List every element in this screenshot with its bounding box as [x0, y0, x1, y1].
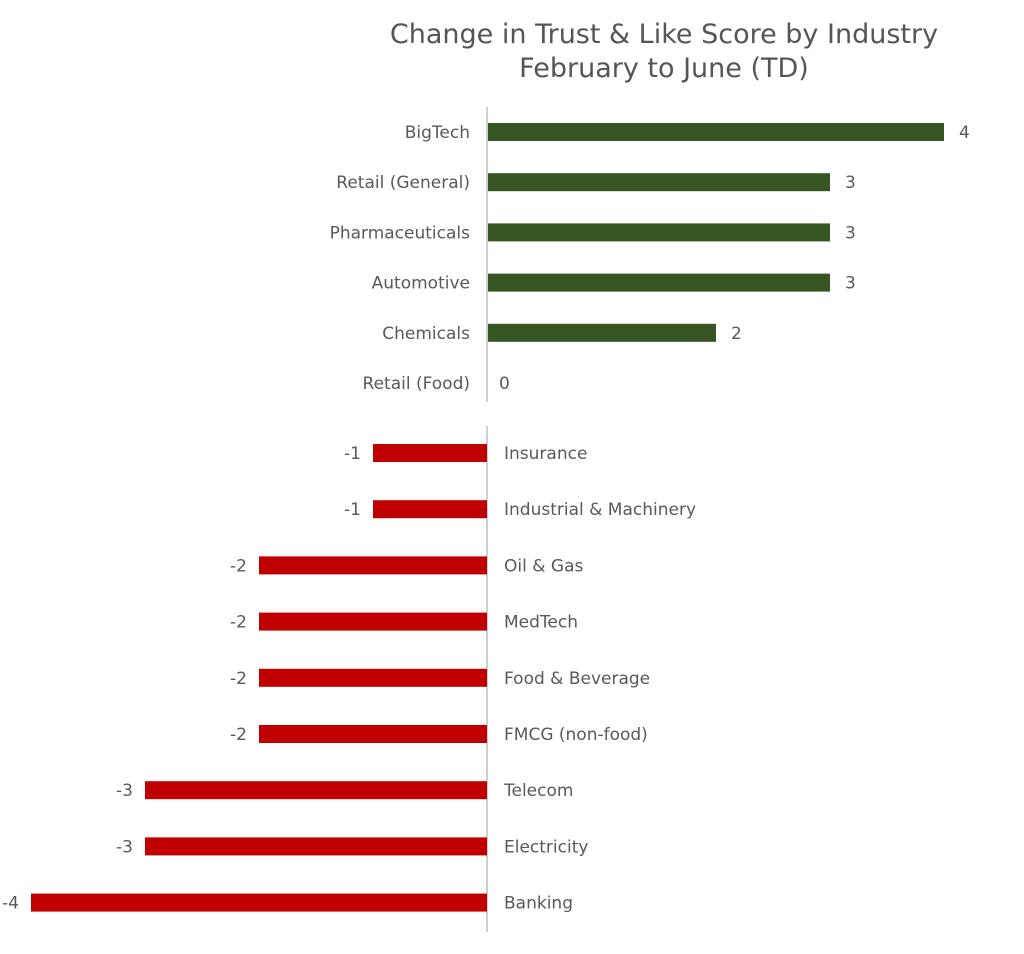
- category-label: Banking: [504, 894, 573, 914]
- category-label: BigTech: [405, 123, 470, 143]
- bar-fmcg-non-food: [259, 725, 487, 743]
- bar-insurance: [373, 444, 487, 462]
- bars-layer: BigTech 4 Retail (General) 3 Pharmaceuticals…: [2, 123, 970, 914]
- bar-industrial-machinery: [373, 500, 487, 519]
- data-label: 3: [845, 223, 856, 243]
- data-label: -2: [230, 613, 247, 633]
- data-label: -2: [230, 556, 247, 576]
- bar-pharmaceuticals: [488, 223, 830, 242]
- category-label: Retail (General): [336, 173, 470, 193]
- bar-banking: [31, 893, 487, 912]
- data-label: -3: [116, 837, 133, 857]
- category-label: Electricity: [504, 837, 588, 857]
- category-label: Telecom: [503, 781, 573, 801]
- data-label: 0: [499, 374, 510, 394]
- category-label: FMCG (non-food): [504, 725, 648, 745]
- category-label: Chemicals: [382, 324, 470, 344]
- data-label: -3: [116, 781, 133, 801]
- chart-subtitle: February to June (TD): [519, 53, 809, 84]
- bar-medtech: [259, 612, 487, 631]
- category-label: MedTech: [504, 613, 578, 633]
- data-label: -1: [344, 500, 361, 520]
- bar-bigtech: [488, 123, 944, 141]
- category-label: Oil & Gas: [504, 556, 583, 576]
- chart-title: Change in Trust & Like Score by Industry: [390, 19, 938, 50]
- bar-chemicals: [488, 323, 716, 342]
- category-label: Industrial & Machinery: [504, 500, 696, 520]
- data-label: -4: [2, 894, 19, 914]
- bar-retail-general: [488, 173, 830, 192]
- category-label: Retail (Food): [363, 374, 470, 394]
- data-label: -2: [230, 725, 247, 745]
- category-label: Automotive: [372, 274, 470, 294]
- category-label: Pharmaceuticals: [330, 223, 471, 243]
- category-label: Food & Beverage: [504, 669, 650, 689]
- bar-automotive: [488, 273, 830, 292]
- category-label: Insurance: [504, 444, 587, 464]
- bar-electricity: [145, 837, 487, 856]
- bar-oil-gas: [259, 556, 487, 575]
- data-label: 4: [959, 123, 970, 143]
- bar-food-beverage: [259, 668, 487, 687]
- data-label: 2: [731, 324, 742, 344]
- data-label: 3: [845, 173, 856, 193]
- data-label: -2: [230, 669, 247, 689]
- data-label: 3: [845, 274, 856, 294]
- bar-telecom: [145, 781, 487, 800]
- data-label: -1: [344, 444, 361, 464]
